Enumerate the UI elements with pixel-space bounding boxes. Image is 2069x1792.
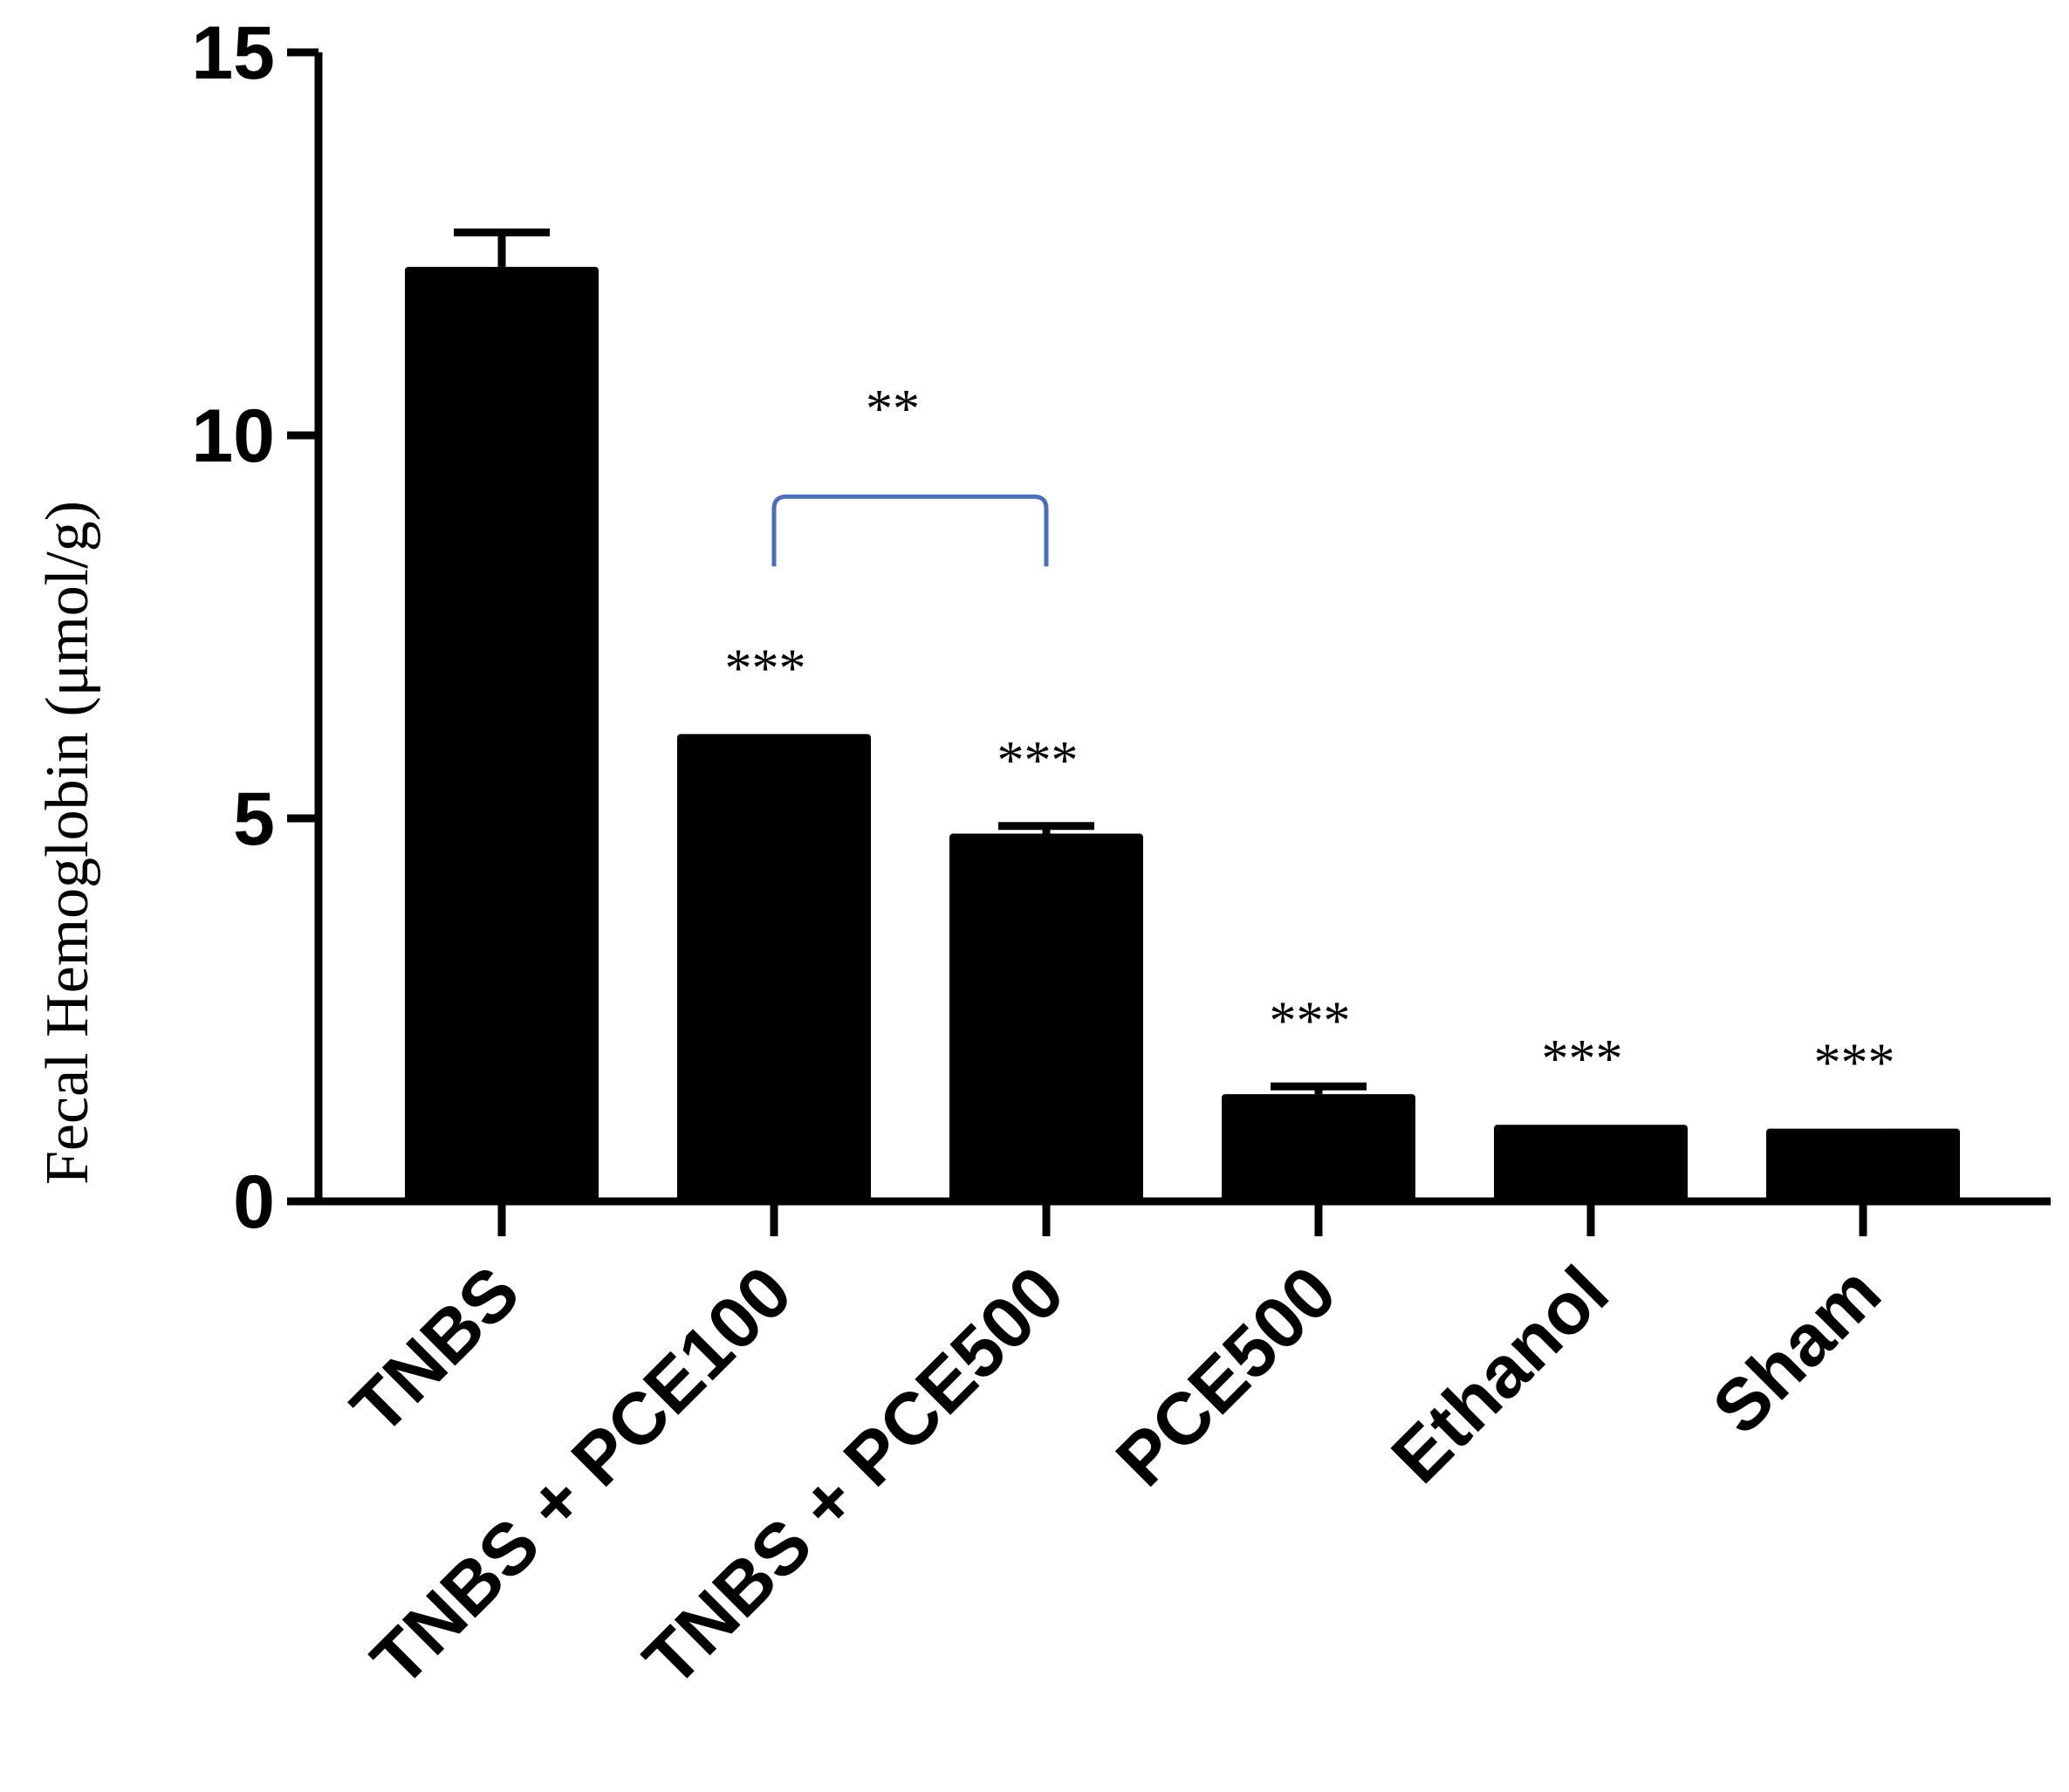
significance-group: *** *** *** *** *** — [725, 639, 1895, 1092]
axes-group — [314, 52, 2051, 1206]
y-axis-title: Fecal Hemoglobin (μmol/g) — [34, 501, 101, 1185]
bar-sham — [1766, 1128, 1960, 1201]
x-tick-label: Sham — [1697, 1250, 1896, 1449]
bars-group — [405, 266, 1960, 1202]
error-bars-group — [454, 228, 1367, 1095]
bar-ethanol — [1494, 1125, 1688, 1201]
bar-tnbs-pce500 — [949, 833, 1143, 1201]
y-tick-label: 10 — [191, 394, 275, 478]
significance-label: *** — [1270, 991, 1351, 1050]
y-tick-label: 15 — [191, 11, 275, 95]
x-tick-label: TNBS — [336, 1250, 535, 1449]
y-tick-label: 5 — [233, 777, 275, 861]
significance-label: *** — [1814, 1034, 1895, 1093]
bar-tnbs — [405, 266, 599, 1202]
y-tick-label: 0 — [233, 1160, 275, 1244]
bracket-label: ** — [866, 380, 920, 439]
significance-label: *** — [1542, 1029, 1623, 1089]
bracket-line — [771, 494, 1049, 567]
comparison-bracket: ** — [771, 380, 1049, 567]
significance-label: *** — [725, 639, 806, 698]
significance-label: *** — [997, 731, 1079, 790]
bar-pce500 — [1222, 1094, 1415, 1201]
x-tick-label: PCE500 — [1100, 1250, 1352, 1501]
y-ticks-group: 0 5 10 15 — [191, 11, 319, 1244]
x-tick-label: Ethanol — [1375, 1250, 1623, 1498]
bar-tnbs-pce100 — [677, 734, 871, 1201]
